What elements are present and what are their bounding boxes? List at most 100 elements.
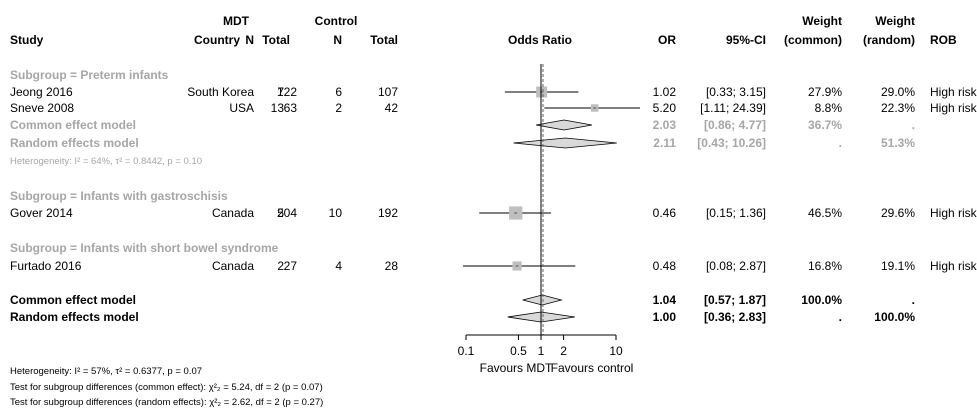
x-tick-label: 10 — [609, 344, 623, 358]
subgroup-heterogeneity: Heterogeneity: I² = 64%, τ² = 0.8442, p … — [10, 156, 202, 167]
header-study: Study — [10, 33, 44, 47]
x-tick-label: 0.5 — [510, 344, 527, 358]
mdt-total: 204 — [277, 206, 297, 220]
rob-value: High risk — [930, 85, 977, 99]
weight-common: 16.8% — [808, 259, 842, 273]
table-rows: Subgroup = Preterm infants Jeong 2016 Sout… — [10, 68, 977, 324]
rob-value: High risk — [930, 259, 977, 273]
or-value: 1.02 — [653, 85, 677, 99]
header-or: OR — [658, 33, 676, 47]
header-control: Control — [315, 14, 358, 28]
subgroup-common-ci: [0.86; 4.77] — [704, 118, 766, 132]
subgroup-random-ci: [0.43; 10.26] — [697, 136, 766, 150]
mdt-total: 122 — [277, 85, 297, 99]
or-value: 0.48 — [653, 259, 677, 273]
overall-common-weight-random: . — [912, 293, 915, 307]
subgroup-label: Subgroup = Infants with short bowel synd… — [10, 241, 279, 255]
x-tick-label: 1 — [538, 344, 545, 358]
or-value: 5.20 — [653, 101, 677, 115]
x-label-favours-mdt: Favours MDT — [480, 361, 553, 375]
header-mdt-n: N — [245, 33, 254, 47]
subgroup-common-or: 2.03 — [653, 118, 677, 132]
header-mdt-total: Total — [262, 33, 290, 47]
overall-random-weight-common: . — [839, 310, 842, 324]
header-weight-common-1: Weight — [802, 14, 842, 28]
weight-common: 27.9% — [808, 85, 842, 99]
overall-common-ci: [0.57; 1.87] — [704, 293, 766, 307]
subgroup-common-weight-random: . — [912, 118, 915, 132]
study-country: Canada — [212, 206, 254, 220]
study-name: Jeong 2016 — [10, 85, 73, 99]
subgroup-random-weight-random: 51.3% — [881, 136, 915, 150]
overall-random-label: Random effects model — [10, 310, 139, 324]
weight-random: 29.0% — [881, 85, 915, 99]
weight-random: 19.1% — [881, 259, 915, 273]
header-weight-common-2: (common) — [784, 33, 842, 47]
study-country: USA — [229, 101, 254, 115]
plot-marks — [463, 64, 640, 335]
table-header: MDT Control Weight Weight Study Country … — [10, 14, 957, 47]
x-tick-label: 2 — [560, 344, 567, 358]
header-rob: ROB — [930, 33, 957, 47]
ci-value: [0.33; 3.15] — [706, 85, 766, 99]
overall-common-weight-common: 100.0% — [801, 293, 842, 307]
diamond-subgroup-common — [536, 119, 592, 131]
overall-common-or: 1.04 — [653, 293, 677, 307]
mdt-events: 2 — [277, 259, 284, 273]
subgroup-common-label: Common effect model — [10, 118, 136, 132]
header-weight-random-2: (random) — [863, 33, 915, 47]
ctrl-total: 28 — [385, 259, 399, 273]
overall-random-ci: [0.36; 2.83] — [704, 310, 766, 324]
ctrl-total: 107 — [378, 85, 398, 99]
header-odds-ratio: Odds Ratio — [508, 33, 572, 47]
mdt-events: 13 — [271, 101, 285, 115]
subgroup-random-or: 2.11 — [653, 136, 676, 150]
x-label-favours-control: Favours control — [551, 361, 634, 375]
overall-common-label: Common effect model — [10, 293, 136, 307]
overall-random-weight-random: 100.0% — [874, 310, 915, 324]
study-country: Canada — [212, 259, 254, 273]
study-name: Sneve 2008 — [10, 101, 74, 115]
footer-test-random: Test for subgroup differences (random ef… — [10, 397, 323, 408]
rob-value: High risk — [930, 101, 977, 115]
header-ctrl-total: Total — [370, 33, 398, 47]
header-mdt: MDT — [223, 14, 250, 28]
subgroup-common-weight-common: 36.7% — [808, 118, 842, 132]
footer-notes: Heterogeneity: I² = 57%, τ² = 0.6377, p … — [10, 366, 323, 408]
header-weight-random-1: Weight — [875, 14, 915, 28]
subgroup-label: Subgroup = Infants with gastroschisis — [10, 189, 228, 203]
weight-random: 29.6% — [881, 206, 915, 220]
footer-heterogeneity: Heterogeneity: I² = 57%, τ² = 0.6377, p … — [10, 366, 202, 377]
footer-test-common: Test for subgroup differences (common ef… — [10, 382, 323, 393]
study-country: South Korea — [187, 85, 254, 99]
subgroup-random-weight-common: . — [839, 136, 842, 150]
study-name: Furtado 2016 — [10, 259, 82, 273]
subgroup-label: Subgroup = Preterm infants — [10, 68, 169, 82]
ci-value: [1.11; 24.39] — [700, 101, 766, 115]
ci-value: [0.08; 2.87] — [706, 259, 766, 273]
ctrl-total: 42 — [385, 101, 399, 115]
weight-random: 22.3% — [881, 101, 915, 115]
x-tick-label: 0.1 — [458, 344, 475, 358]
ci-value: [0.15; 1.36] — [706, 206, 766, 220]
header-ci: 95%-CI — [726, 33, 766, 47]
weight-common: 8.8% — [815, 101, 843, 115]
header-country: Country — [194, 33, 240, 47]
header-ctrl-n: N — [333, 33, 342, 47]
ctrl-events: 2 — [335, 101, 342, 115]
ctrl-events: 4 — [335, 259, 342, 273]
ctrl-events: 10 — [329, 206, 343, 220]
mdt-total: 63 — [284, 101, 298, 115]
overall-random-or: 1.00 — [653, 310, 677, 324]
subgroup-random-label: Random effects model — [10, 136, 139, 150]
mdt-events: 7 — [277, 85, 284, 99]
or-value: 0.46 — [653, 206, 677, 220]
diamond-subgroup-random — [513, 137, 617, 149]
ctrl-events: 6 — [335, 85, 342, 99]
rob-value: High risk — [930, 206, 977, 220]
ctrl-total: 192 — [378, 206, 398, 220]
mdt-total: 27 — [284, 259, 298, 273]
